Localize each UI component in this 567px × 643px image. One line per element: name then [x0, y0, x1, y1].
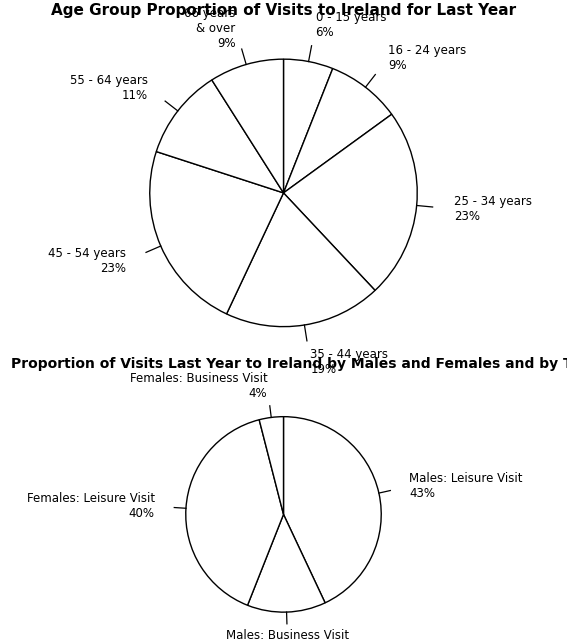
- Text: Females: Business Visit
4%: Females: Business Visit 4%: [130, 372, 267, 401]
- Text: Females: Leisure Visit
40%: Females: Leisure Visit 40%: [27, 493, 155, 520]
- Wedge shape: [156, 80, 284, 193]
- Wedge shape: [284, 59, 333, 193]
- Text: 35 - 44 years
19%: 35 - 44 years 19%: [310, 348, 388, 376]
- Text: Males: Business Visit
13%: Males: Business Visit 13%: [226, 629, 349, 643]
- Wedge shape: [227, 193, 375, 327]
- Text: Males: Leisure Visit
43%: Males: Leisure Visit 43%: [409, 472, 523, 500]
- Wedge shape: [150, 152, 284, 314]
- Wedge shape: [284, 114, 417, 291]
- Title: Age Group Proportion of Visits to Ireland for Last Year: Age Group Proportion of Visits to Irelan…: [51, 3, 516, 17]
- Text: 16 - 24 years
9%: 16 - 24 years 9%: [388, 44, 467, 71]
- Text: 55 - 64 years
11%: 55 - 64 years 11%: [70, 74, 148, 102]
- Text: 25 - 34 years
23%: 25 - 34 years 23%: [454, 195, 532, 223]
- Text: 0 - 15 years
6%: 0 - 15 years 6%: [316, 11, 386, 39]
- Text: Proportion of Visits Last Year to Ireland by Males and Females and by Type of Vi: Proportion of Visits Last Year to Irelan…: [11, 357, 567, 371]
- Text: 66 years
& over
9%: 66 years & over 9%: [184, 7, 236, 50]
- Wedge shape: [212, 59, 284, 193]
- Wedge shape: [248, 514, 325, 612]
- Wedge shape: [259, 417, 284, 514]
- Wedge shape: [284, 417, 381, 603]
- Wedge shape: [186, 420, 284, 605]
- Text: 45 - 54 years
23%: 45 - 54 years 23%: [48, 247, 126, 275]
- Wedge shape: [284, 69, 392, 193]
